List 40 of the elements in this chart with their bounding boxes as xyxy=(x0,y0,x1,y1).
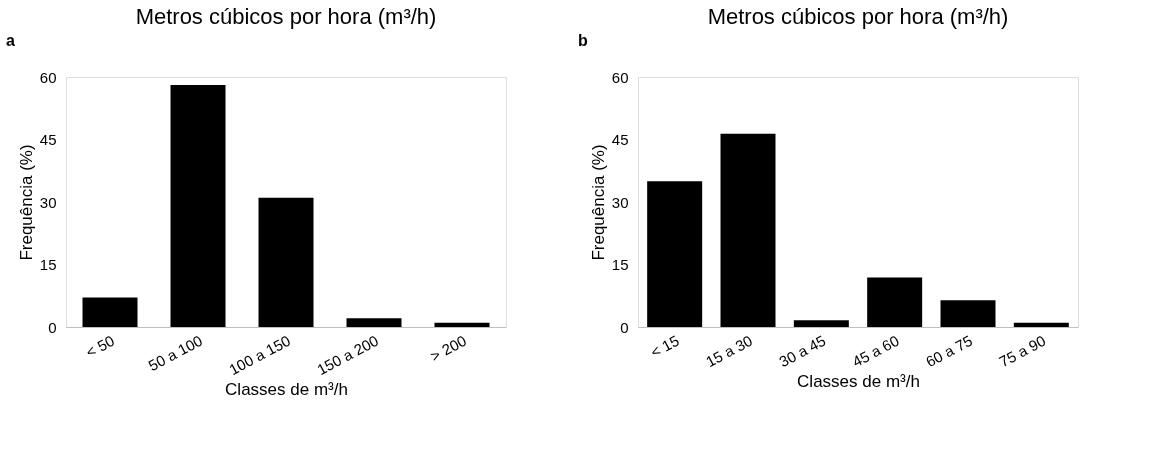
y-tick-label: 60 xyxy=(611,68,629,86)
y-axis-title: Frequência (%) xyxy=(588,144,608,261)
bar xyxy=(940,300,996,327)
x-tick-label: 60 a 75 xyxy=(922,331,976,371)
x-tick-label: < 50 xyxy=(82,331,118,361)
y-axis-title: Frequência (%) xyxy=(16,144,36,261)
x-tick-label: 50 a 100 xyxy=(145,331,206,375)
bar xyxy=(867,277,923,327)
y-tick-label: 15 xyxy=(611,256,629,273)
chart-title: Metros cúbicos por hora (m³/h) xyxy=(707,4,1009,29)
y-tick-label: 60 xyxy=(39,68,57,86)
text: b xyxy=(578,32,588,49)
text: a xyxy=(6,32,15,49)
y-tick-label: 45 xyxy=(611,131,629,148)
x-tick-label: > 200 xyxy=(427,331,470,365)
bar xyxy=(82,297,138,327)
bar xyxy=(346,318,402,327)
bar xyxy=(434,322,490,327)
bar xyxy=(1013,322,1069,327)
bar xyxy=(258,197,314,327)
bar xyxy=(793,320,849,327)
bar xyxy=(647,181,703,327)
y-tick-label: 15 xyxy=(39,256,57,273)
x-tick-label: 30 a 45 xyxy=(776,331,829,371)
y-tick-label: 45 xyxy=(39,131,57,148)
y-tick-label: 0 xyxy=(620,318,629,336)
x-axis-title: Classes de m³/h xyxy=(225,380,348,400)
x-tick-label: 100 a 150 xyxy=(226,331,294,379)
bar xyxy=(720,133,776,327)
x-tick-label: 75 a 90 xyxy=(996,331,1049,371)
x-tick-label: < 15 xyxy=(647,331,682,361)
x-tick-label: 150 a 200 xyxy=(314,331,382,379)
x-tick-label: 45 a 60 xyxy=(849,331,902,371)
chart-title: Metros cúbicos por hora (m³/h) xyxy=(135,4,437,29)
bar xyxy=(170,84,226,327)
y-tick-label: 0 xyxy=(48,318,57,336)
y-tick-label: 30 xyxy=(39,193,57,211)
x-tick-label: 15 a 30 xyxy=(702,331,756,371)
x-axis-title: Classes de m³/h xyxy=(797,372,920,392)
y-tick-label: 30 xyxy=(611,193,629,211)
